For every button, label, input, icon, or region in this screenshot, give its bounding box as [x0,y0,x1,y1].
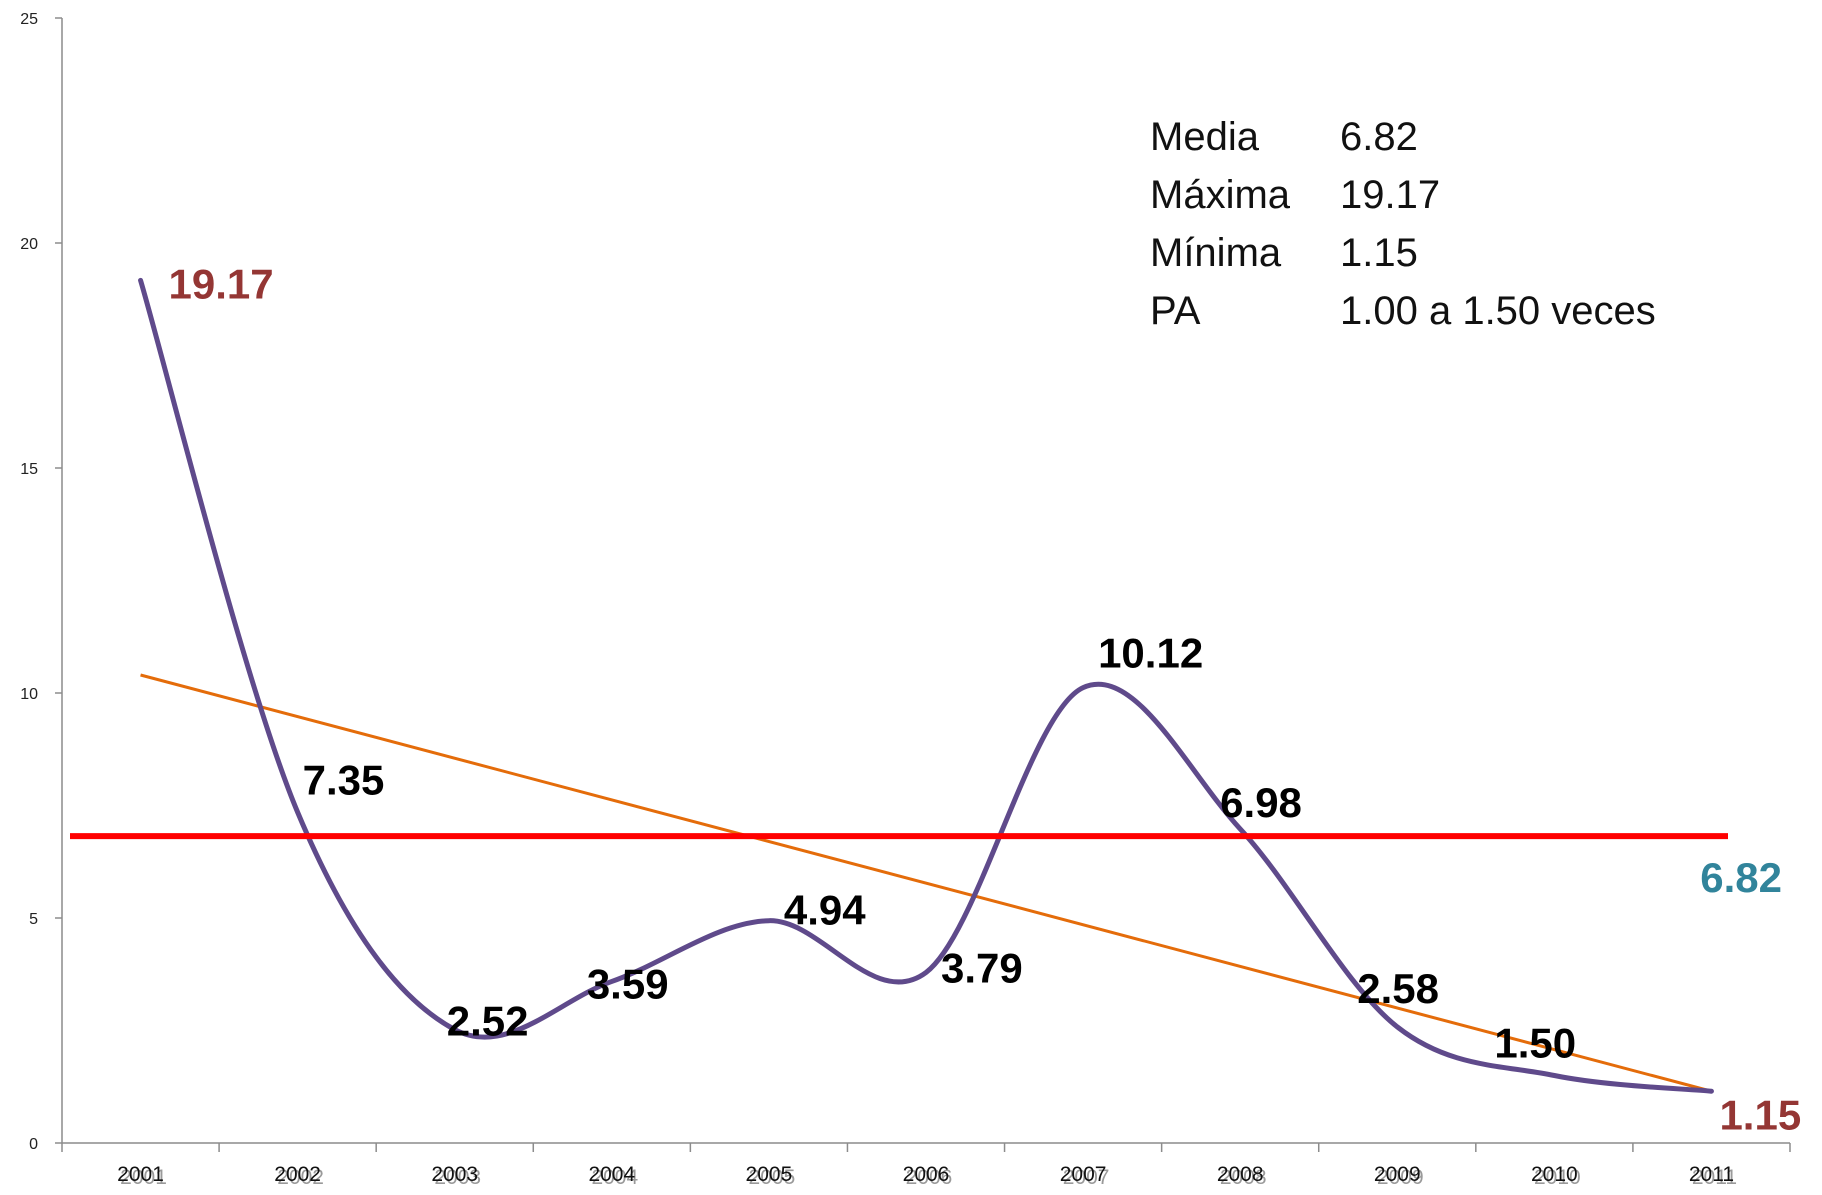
data-label: 3.79 [941,944,1023,991]
data-label: 2.58 [1357,965,1439,1012]
x-tick-label: 2008 [1217,1163,1264,1186]
trendline [140,673,1712,1093]
data-label: 1.50 [1494,1020,1576,1067]
x-tick-label-shadow: 2001 [120,1166,167,1189]
y-tick-label: 20 [20,236,38,253]
x-tick-label: 2005 [746,1163,793,1186]
x-tick-label: 2007 [1060,1163,1107,1186]
stats-label: Máxima [1150,173,1291,217]
x-tick-label-shadow: 2007 [1063,1166,1110,1189]
x-tick-label-shadow: 2005 [749,1166,796,1189]
data-label: 7.35 [303,756,385,803]
y-tick-label: 25 [20,11,38,28]
stats-label: Mínima [1150,231,1282,275]
x-tick-label: 2009 [1374,1163,1421,1186]
stats-row-media: Media 6.82 [1150,108,1656,166]
data-label: 4.94 [784,887,866,934]
stats-value: 6.82 [1340,115,1418,159]
stats-row-maxima: Máxima 19.17 [1150,166,1656,224]
stats-row-minima: Mínima 1.15 [1150,224,1656,282]
stats-value: 1.00 a 1.50 veces [1340,289,1656,333]
mean-line-label: 6.82 [1700,854,1782,901]
x-tick-label-shadow: 2003 [434,1166,481,1189]
data-label: 19.17 [169,260,274,307]
stats-row-pa: PA 1.00 a 1.50 veces [1150,282,1656,340]
y-tick-label: 5 [29,911,38,928]
x-tick-label: 2001 [117,1163,164,1186]
data-label: 3.59 [587,960,669,1007]
x-tick-label-shadow: 2011 [1692,1166,1737,1189]
x-tick-label-shadow: 2004 [591,1166,638,1189]
x-tick-label-shadow: 2009 [1377,1166,1424,1189]
x-tick-label: 2004 [588,1163,635,1186]
x-tick-label: 2003 [431,1163,478,1186]
x-tick-label: 2006 [903,1163,950,1186]
stats-box: Media 6.82 Máxima 19.17 Mínima 1.15 PA 1… [1150,108,1656,340]
y-tick-label: 10 [20,686,38,703]
x-tick-label: 2010 [1531,1163,1578,1186]
x-tick-label-shadow: 2006 [906,1166,953,1189]
data-label: 1.15 [1719,1091,1801,1138]
stats-label: PA [1150,289,1201,333]
x-tick-label: 2002 [274,1163,321,1186]
y-tick-label: 15 [20,461,38,478]
data-label: 2.52 [447,998,529,1045]
series-line [138,277,1714,1094]
x-tick-label-shadow: 2010 [1534,1166,1581,1189]
data-label: 6.98 [1220,779,1302,826]
stats-value: 19.17 [1340,173,1441,217]
stats-value: 1.15 [1340,231,1418,275]
stats-label: Media [1150,115,1259,159]
x-tick-label: 2011 [1689,1163,1734,1186]
x-tick-label-shadow: 2008 [1220,1166,1267,1189]
x-tick-label-shadow: 2002 [277,1166,324,1189]
data-label: 10.12 [1098,630,1203,677]
y-tick-label: 0 [29,1136,38,1153]
